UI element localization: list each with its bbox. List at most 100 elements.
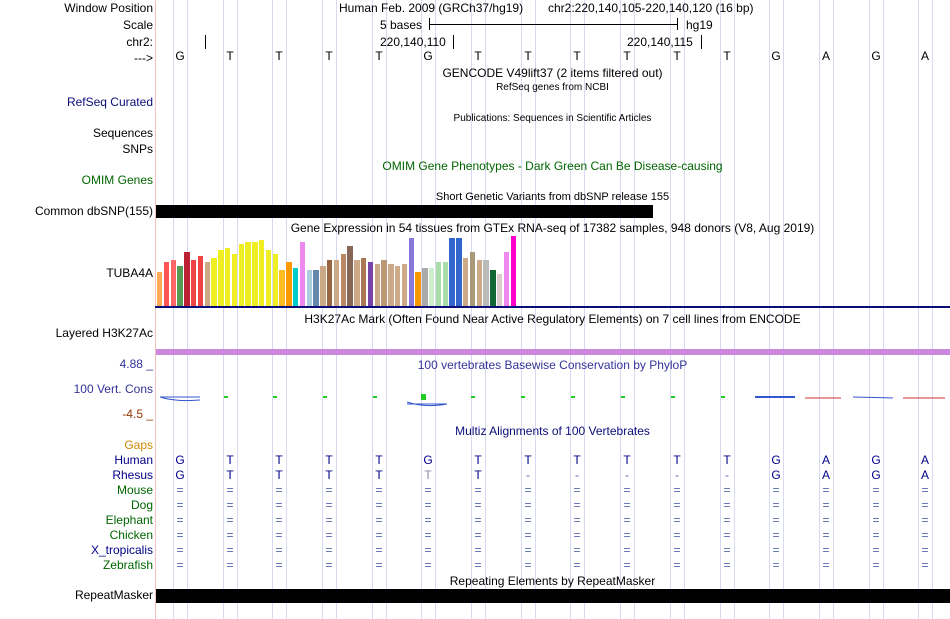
gtex-tissue-bar[interactable] [340, 254, 346, 306]
guide-line [322, 0, 323, 619]
alignment-base: = [325, 558, 333, 572]
base-letter: A [821, 49, 830, 63]
species-label[interactable]: Chicken [109, 528, 153, 542]
omim-genes-label[interactable]: OMIM Genes [81, 173, 153, 187]
gtex-tissue-bar[interactable] [463, 258, 469, 306]
h3k27ac-signal-bar[interactable] [156, 349, 950, 355]
refseq-curated-label[interactable]: RefSeq Curated [66, 95, 153, 109]
gtex-tissue-bar[interactable] [231, 254, 238, 306]
gtex-tissue-bar[interactable] [483, 260, 489, 306]
gtex-tissue-bar[interactable] [395, 266, 401, 306]
gtex-tissue-bar[interactable] [435, 262, 442, 306]
gtex-tissue-bar[interactable] [177, 266, 183, 306]
dbsnp-track-title[interactable]: Short Genetic Variants from dbSNP releas… [435, 191, 670, 203]
sequences-label[interactable]: Sequences [92, 126, 153, 140]
gtex-tissue-bar[interactable] [422, 268, 428, 306]
gtex-tissue-bar[interactable] [408, 238, 414, 306]
h3k27ac-track-title[interactable]: H3K27Ac Mark (Often Found Near Active Re… [304, 312, 801, 326]
gtex-tissue-bar[interactable] [252, 242, 258, 306]
species-label[interactable]: Zebrafish [102, 558, 153, 572]
coord-110: 220,140,110 [380, 35, 446, 49]
ruler-tick [701, 35, 702, 49]
gtex-expression-chart[interactable] [156, 236, 536, 306]
gtex-tissue-bar[interactable] [204, 262, 210, 306]
base-letter: T [623, 49, 631, 63]
gtex-tissue-bar[interactable] [381, 260, 387, 306]
gtex-tissue-bar[interactable] [191, 260, 197, 306]
gencode-track-title[interactable]: GENCODE V49lift37 (2 items filtered out) [442, 66, 663, 80]
gtex-tissue-bar[interactable] [354, 260, 360, 306]
alignment-base: - [725, 468, 729, 482]
gtex-tissue-bar[interactable] [157, 272, 163, 306]
multiz-track-title[interactable]: Multiz Alignments of 100 Vertebrates [455, 424, 650, 438]
gtex-tissue-bar[interactable] [272, 254, 278, 306]
species-label[interactable]: Rhesus [112, 468, 153, 482]
gtex-tissue-bar[interactable] [238, 244, 244, 306]
dbsnp-feature-bar[interactable] [156, 205, 653, 218]
gtex-tissue-bar[interactable] [415, 272, 421, 306]
phylop-glyph [571, 396, 575, 398]
gtex-tissue-bar[interactable] [497, 274, 503, 306]
species-label[interactable]: Elephant [105, 513, 153, 527]
repeatmasker-feature-bar[interactable] [156, 589, 950, 603]
repeatmasker-track-title[interactable]: Repeating Elements by RepeatMasker [449, 574, 656, 588]
alignment-base: T [275, 468, 283, 482]
gtex-tissue-bar[interactable] [456, 238, 462, 306]
gtex-tissue-bar[interactable] [490, 270, 496, 306]
gtex-track-title[interactable]: Gene Expression in 54 tissues from GTEx … [290, 221, 815, 235]
common-dbsnp-label[interactable]: Common dbSNP(155) [34, 204, 153, 218]
gtex-tissue-bar[interactable] [401, 264, 408, 306]
gtex-tissue-bar[interactable] [293, 268, 299, 306]
phylop-label[interactable]: 100 Vert. Cons [73, 382, 153, 396]
gtex-tissue-bar[interactable] [299, 242, 306, 306]
refseq-track-subtitle[interactable]: RefSeq genes from NCBI [496, 82, 609, 93]
gtex-tissue-bar[interactable] [259, 240, 265, 306]
guide-line [783, 0, 784, 619]
gtex-tissue-bar[interactable] [197, 256, 204, 306]
repeatmasker-label[interactable]: RepeatMasker [74, 588, 153, 602]
gtex-tissue-bar[interactable] [503, 252, 510, 306]
gtex-tissue-bar[interactable] [245, 242, 251, 306]
gtex-tissue-bar[interactable] [361, 258, 367, 306]
gtex-tissue-bar[interactable] [388, 264, 394, 306]
species-label[interactable]: Human [114, 453, 153, 467]
gtex-tissue-bar[interactable] [184, 252, 190, 306]
species-label[interactable]: Mouse [116, 483, 153, 497]
publications-track-title[interactable]: Publications: Sequences in Scientific Ar… [453, 113, 652, 124]
gtex-tissue-bar[interactable] [265, 250, 272, 306]
gtex-gene-label[interactable]: TUBA4A [106, 266, 153, 280]
gtex-tissue-bar[interactable] [211, 258, 217, 306]
gtex-tissue-bar[interactable] [510, 236, 516, 306]
position-readout[interactable]: chr2:220,140,105-220,140,120 (16 bp) [548, 1, 754, 15]
gtex-tissue-bar[interactable] [320, 266, 326, 306]
gtex-tissue-bar[interactable] [170, 260, 176, 306]
omim-track-title[interactable]: OMIM Gene Phenotypes - Dark Green Can Be… [382, 159, 723, 173]
species-label[interactable]: X_tropicalis [90, 543, 153, 557]
gtex-tissue-bar[interactable] [374, 264, 380, 306]
gtex-tissue-bar[interactable] [306, 270, 312, 306]
gtex-tissue-bar[interactable] [347, 246, 353, 306]
gtex-tissue-bar[interactable] [163, 262, 170, 306]
h3k27ac-label[interactable]: Layered H3K27Ac [55, 326, 153, 340]
gtex-tissue-bar[interactable] [225, 248, 231, 306]
gtex-tissue-bar[interactable] [476, 260, 482, 306]
gtex-tissue-bar[interactable] [286, 262, 292, 306]
phylop-signal[interactable] [155, 390, 950, 410]
gtex-tissue-bar[interactable] [449, 238, 455, 306]
phylop-track-title[interactable]: 100 vertebrates Basewise Conservation by… [417, 358, 688, 372]
gtex-tissue-bar[interactable] [469, 252, 476, 306]
gtex-tissue-bar[interactable] [367, 262, 374, 306]
species-label[interactable]: Dog [130, 498, 153, 512]
gtex-tissue-bar[interactable] [333, 260, 340, 306]
gtex-tissue-bar[interactable] [327, 260, 333, 306]
guide-line [286, 0, 287, 619]
gtex-tissue-bar[interactable] [442, 262, 448, 306]
gaps-label[interactable]: Gaps [124, 438, 153, 452]
gtex-tissue-bar[interactable] [429, 268, 435, 306]
gtex-tissue-bar[interactable] [218, 250, 224, 306]
snps-label[interactable]: SNPs [122, 142, 153, 156]
gtex-tissue-bar[interactable] [279, 270, 285, 306]
gtex-tissue-bar[interactable] [313, 270, 319, 306]
alignment-base: = [375, 558, 383, 572]
alignment-base: = [176, 513, 184, 527]
